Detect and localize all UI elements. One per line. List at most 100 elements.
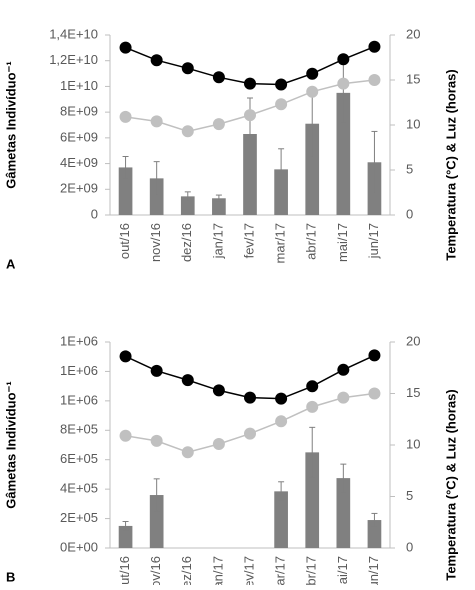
x-tick-label: fev/17 — [241, 223, 256, 258]
y-tick-label: 8E+05 — [60, 422, 98, 437]
y-tick-label: 1E+10 — [60, 78, 98, 93]
bar — [180, 196, 195, 215]
marker — [119, 110, 132, 123]
bar — [118, 167, 133, 215]
y-tick-label: 1,2E+10 — [49, 52, 98, 67]
bar — [367, 520, 382, 548]
marker — [119, 429, 132, 442]
marker — [150, 54, 163, 67]
y-tick-label: 2E+09 — [60, 181, 98, 196]
marker — [275, 78, 288, 91]
x-tick-label: abr/17 — [304, 556, 319, 585]
y-tick-label: 1E+06 — [60, 392, 98, 407]
marker — [150, 364, 163, 377]
marker — [306, 85, 319, 98]
y2-axis-label: Temperatura (°C) & Luz (horas) — [443, 389, 458, 580]
y2-tick-label: 10 — [406, 436, 420, 451]
x-tick-label: jun/17 — [366, 556, 381, 585]
bar — [336, 92, 351, 215]
marker — [212, 71, 225, 84]
x-tick-label: nov/16 — [148, 223, 163, 262]
marker — [275, 98, 288, 111]
marker — [244, 427, 256, 440]
x-tick-label: mar/17 — [273, 223, 288, 263]
x-tick-label: out/16 — [117, 556, 132, 585]
x-tick-label: dez/16 — [179, 223, 194, 262]
x-tick-label: abr/17 — [304, 223, 319, 260]
y2-tick-label: 20 — [406, 333, 420, 348]
y2-tick-label: 0 — [406, 539, 413, 554]
y-tick-label: 0E+00 — [60, 539, 98, 554]
y2-tick-label: 5 — [406, 161, 413, 176]
marker — [337, 53, 350, 66]
marker — [368, 349, 381, 362]
marker — [244, 391, 256, 404]
marker — [181, 62, 194, 75]
y-tick-label: 4E+09 — [60, 155, 98, 170]
marker — [119, 350, 132, 363]
marker — [150, 434, 163, 447]
y-tick-label: 1E+06 — [60, 333, 98, 348]
marker — [181, 125, 194, 138]
y-tick-label: 2E+05 — [60, 510, 98, 525]
marker — [244, 77, 256, 90]
marker — [306, 67, 319, 80]
bar — [274, 491, 288, 548]
bar — [118, 525, 133, 548]
y2-tick-label: 20 — [406, 26, 420, 41]
marker — [337, 363, 350, 376]
y-axis-label: Gâmetas Indivíduo⁻¹ — [3, 381, 18, 509]
bar — [336, 478, 351, 548]
marker — [212, 384, 225, 397]
marker — [212, 118, 225, 131]
marker — [275, 415, 288, 428]
bar — [305, 123, 320, 215]
bar — [243, 134, 257, 215]
bar — [149, 178, 164, 215]
marker — [306, 400, 319, 413]
y2-tick-label: 0 — [406, 206, 413, 221]
y-tick-label: 4E+05 — [60, 481, 98, 496]
marker — [181, 374, 194, 387]
x-tick-label: jun/17 — [366, 223, 381, 259]
y-tick-label: 0 — [91, 206, 98, 221]
x-tick-label: fev/17 — [241, 556, 256, 585]
marker — [368, 387, 381, 400]
x-tick-label: nov/16 — [148, 556, 163, 585]
marker — [337, 391, 350, 404]
y-tick-label: 6E+05 — [60, 451, 98, 466]
y2-tick-label: 15 — [406, 385, 420, 400]
marker — [181, 446, 194, 459]
x-tick-label: jan/17 — [210, 223, 225, 259]
marker — [119, 41, 132, 54]
bar — [274, 169, 288, 215]
x-tick-label: jan/17 — [210, 556, 225, 585]
marker — [275, 392, 288, 405]
y-tick-label: 1,4E+10 — [49, 26, 98, 41]
marker — [368, 74, 381, 86]
y-tick-label: 6E+09 — [60, 129, 98, 144]
marker — [337, 77, 350, 90]
y2-tick-label: 5 — [406, 488, 413, 503]
x-tick-label: mai/17 — [335, 556, 350, 585]
y-tick-label: 1E+06 — [60, 363, 98, 378]
x-tick-label: dez/16 — [179, 556, 194, 585]
marker — [306, 380, 319, 393]
y2-tick-label: 10 — [406, 116, 420, 131]
marker — [212, 437, 225, 450]
y2-axis-label: Temperatura (°C) & Luz (horas) — [443, 69, 458, 260]
marker — [150, 115, 163, 128]
bar — [212, 198, 226, 215]
y-tick-label: 8E+09 — [60, 104, 98, 119]
bar — [305, 452, 320, 548]
y2-tick-label: 15 — [406, 71, 420, 86]
x-tick-label: out/16 — [117, 223, 132, 259]
bar — [149, 495, 164, 548]
x-tick-label: mar/17 — [273, 556, 288, 585]
marker — [368, 40, 381, 53]
x-tick-label: mai/17 — [335, 223, 350, 262]
y-axis-label: Gâmetas Indivíduo⁻¹ — [3, 61, 18, 189]
marker — [244, 109, 256, 122]
panel-label: A — [6, 256, 16, 271]
